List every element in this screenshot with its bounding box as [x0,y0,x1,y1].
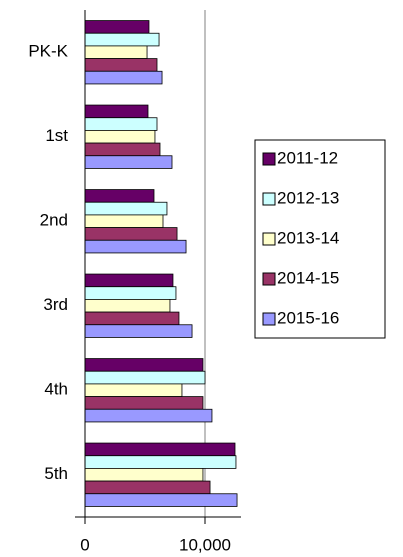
bar [84,214,164,228]
y-tick-label: 3rd [43,295,68,314]
legend-label: 2015-16 [277,308,339,327]
legend-label: 2011-12 [277,148,338,167]
bar [84,20,150,34]
legend-label: 2014-15 [277,268,339,287]
bar [84,383,183,397]
bar [84,273,174,288]
bar [84,70,163,85]
y-tick-label: 1st [45,126,68,145]
bar [84,468,204,482]
bar [84,130,156,144]
y-tick-label: 5th [44,464,68,483]
legend-label: 2012-13 [277,188,339,207]
x-tick-label: 10,000 [179,535,231,554]
bar [84,408,213,423]
bar [84,189,155,203]
bar [84,58,158,72]
bar [84,311,180,326]
bar [84,32,160,47]
bar [84,324,193,338]
legend-box [254,139,386,339]
legend-swatch [262,272,276,286]
bar [84,201,168,216]
bar [84,299,171,313]
bar [84,455,237,469]
legend-swatch [262,192,276,206]
bar [84,480,211,495]
legend-label: 2013-14 [277,228,339,247]
legend-swatch [262,152,276,166]
bar [84,104,149,119]
bar [84,442,236,457]
bar [84,493,238,507]
bar [84,155,173,169]
y-tick-label: PK-K [28,42,68,61]
bar [84,227,178,241]
x-tick-label: 0 [80,535,89,554]
bar [84,117,158,131]
bar [84,370,206,385]
y-tick-label: 2nd [40,211,68,230]
bar [84,45,148,59]
bar [84,396,204,410]
y-tick-label: 4th [44,380,68,399]
bar [84,286,177,300]
legend-swatch [262,312,276,326]
legend-swatch [262,232,276,246]
bar [84,142,161,157]
bar [84,358,204,372]
bar [84,239,187,254]
